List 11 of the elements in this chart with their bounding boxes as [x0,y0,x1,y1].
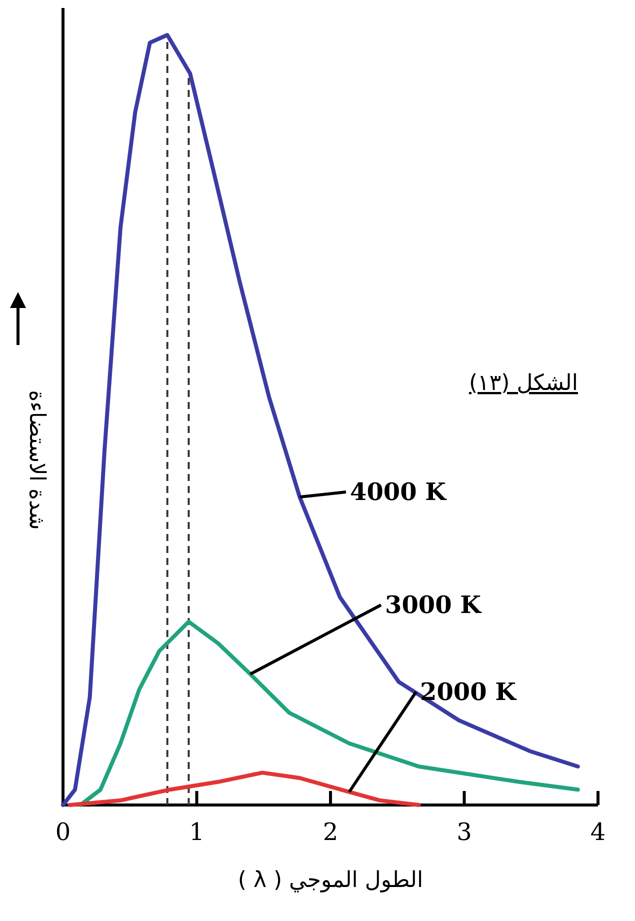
x-tick-label: 0 [55,818,71,846]
x-axis-title: الطول الموجي ( λ ) [238,868,424,893]
x-tick-label: 2 [322,818,338,846]
text: الشكل (١٣) [468,371,578,396]
y-axis-title: شدة الاستضاءة [24,390,49,530]
series-label: 4000 K [350,477,448,506]
text: 2000 K [420,677,516,706]
x-tick-label: 4 [590,818,606,846]
x-tick-label: 1 [189,818,204,846]
text: 3000 K [385,590,482,619]
x-tick-label: 3 [456,818,472,846]
